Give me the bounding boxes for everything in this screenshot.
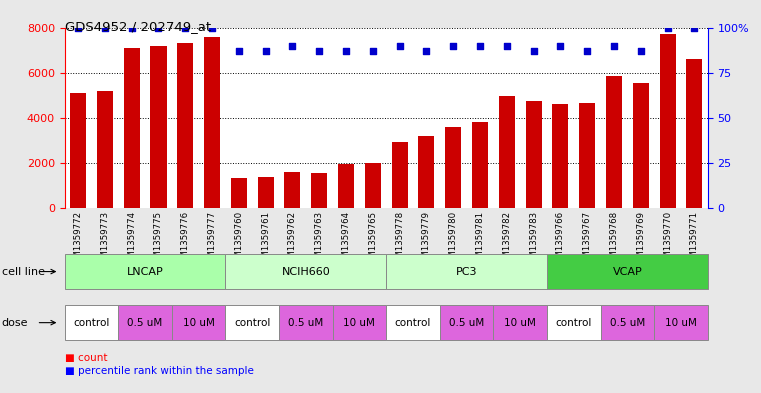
Text: 10 uM: 10 uM: [505, 318, 536, 328]
Text: 0.5 uM: 0.5 uM: [610, 318, 645, 328]
Text: VCAP: VCAP: [613, 266, 642, 277]
Bar: [606, 76, 622, 208]
Text: GDS4952 / 202749_at: GDS4952 / 202749_at: [65, 20, 211, 33]
Text: 10 uM: 10 uM: [343, 318, 375, 328]
Bar: [338, 164, 354, 208]
Bar: [311, 173, 327, 208]
Point: [661, 24, 673, 31]
Point: [501, 42, 513, 49]
Text: LNCAP: LNCAP: [126, 266, 164, 277]
Point: [608, 42, 620, 49]
Bar: [231, 178, 247, 208]
Text: control: control: [73, 318, 110, 328]
Point: [152, 24, 164, 31]
Bar: [686, 59, 702, 208]
Text: NCIH660: NCIH660: [282, 266, 330, 277]
Point: [688, 24, 700, 31]
Bar: [472, 123, 488, 208]
Point: [554, 42, 566, 49]
Text: control: control: [395, 318, 431, 328]
Point: [581, 48, 594, 54]
Point: [99, 24, 111, 31]
Bar: [365, 163, 380, 208]
Point: [126, 24, 138, 31]
Point: [447, 42, 460, 49]
Text: ■ percentile rank within the sample: ■ percentile rank within the sample: [65, 366, 253, 376]
Bar: [526, 101, 542, 208]
Text: control: control: [556, 318, 592, 328]
Point: [340, 48, 352, 54]
Point: [474, 42, 486, 49]
Bar: [552, 105, 568, 208]
Point: [527, 48, 540, 54]
Bar: [257, 177, 274, 208]
Bar: [392, 141, 408, 208]
Point: [72, 24, 84, 31]
Point: [206, 24, 218, 31]
Text: ■ count: ■ count: [65, 353, 107, 363]
Bar: [285, 172, 301, 208]
Bar: [70, 93, 86, 208]
Bar: [445, 127, 461, 208]
Bar: [632, 83, 649, 208]
Bar: [151, 46, 167, 208]
Text: cell line: cell line: [2, 266, 45, 277]
Text: control: control: [234, 318, 270, 328]
Bar: [419, 136, 435, 208]
Point: [420, 48, 432, 54]
Point: [260, 48, 272, 54]
Text: 10 uM: 10 uM: [665, 318, 697, 328]
Text: 10 uM: 10 uM: [183, 318, 215, 328]
Point: [313, 48, 325, 54]
Point: [286, 42, 298, 49]
Bar: [660, 34, 676, 208]
Bar: [177, 43, 193, 208]
Text: dose: dose: [2, 318, 28, 328]
Bar: [97, 91, 113, 208]
Bar: [204, 37, 220, 208]
Text: 0.5 uM: 0.5 uM: [449, 318, 484, 328]
Bar: [123, 48, 140, 208]
Point: [233, 48, 245, 54]
Point: [635, 48, 647, 54]
Bar: [498, 96, 514, 208]
Text: 0.5 uM: 0.5 uM: [127, 318, 163, 328]
Point: [179, 24, 191, 31]
Text: PC3: PC3: [456, 266, 477, 277]
Bar: [579, 103, 595, 208]
Text: 0.5 uM: 0.5 uM: [288, 318, 323, 328]
Point: [367, 48, 379, 54]
Point: [393, 42, 406, 49]
